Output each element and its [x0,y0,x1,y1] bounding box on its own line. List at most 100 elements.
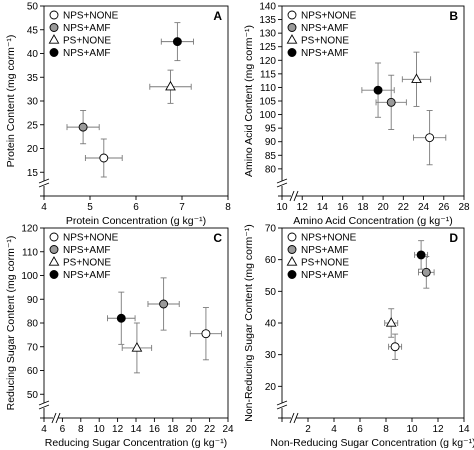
x-tick-label: 4 [331,424,337,435]
x-tick-label: 20 [186,424,198,435]
x-axis-break-mark [293,190,299,202]
y-tick-label: 80 [27,319,39,330]
data-marker [99,153,109,163]
y-tick-label: 15 [27,168,39,179]
y-tick-label: 120 [21,224,38,235]
data-marker [385,317,397,327]
y-axis-label: Reducing Sugar Content (mg corm⁻¹) [5,236,17,411]
x-axis-break-mark [51,412,57,424]
y-tick-label: 100 [21,271,38,282]
y-tick-label: 100 [259,110,276,121]
x-axis-break-mark [55,412,61,424]
y-tick-label: 35 [27,73,39,84]
y-tick-label: 85 [265,151,277,162]
legend-marker [48,256,60,266]
y-tick-label: 50 [27,2,39,13]
y-tick-label: 80 [265,164,277,175]
data-point [66,110,100,145]
y-tick-label: 60 [27,366,39,377]
data-point [160,22,194,62]
x-axis-break-mark [293,412,299,424]
data-marker [116,313,126,323]
x-tick-label: 10 [94,424,106,435]
x-tick-label: 10 [406,424,418,435]
y-tick-label: 30 [27,97,39,108]
y-tick-label: 120 [259,56,276,67]
y-tick-label: 90 [265,137,277,148]
x-tick-label: 12 [297,202,309,213]
y-axis-break-mark [38,404,50,410]
x-tick-label: 2 [305,424,311,435]
data-point [375,74,407,130]
y-tick-label: 45 [27,25,39,36]
legend-marker [48,34,60,44]
data-point [84,138,123,178]
y-axis-break-gap [278,403,286,408]
y-tick-label: 25 [27,120,39,131]
legend-marker [287,232,297,242]
x-tick-label: 16 [337,202,349,213]
y-tick-label: 115 [260,69,276,80]
x-tick-label: 7 [179,202,185,213]
legend-marker [287,270,297,279]
data-point [149,69,192,104]
y-axis-break-mark [276,400,288,406]
y-tick-label: 70 [27,342,39,353]
x-axis-label: Protein Concentration (g kg⁻¹) [66,215,206,227]
x-tick-label: 22 [398,202,410,213]
y-axis-break-mark [276,404,288,410]
x-axis-label: Amino Acid Concentration (g kg⁻¹) [293,215,453,227]
data-marker [159,299,169,309]
panel-b: 10 12 14 16 18 20 22 24 26 28 80 85 90 95 100 105 110 115… [243,2,470,228]
data-point [107,291,136,345]
legend-marker [287,245,297,254]
y-tick-label: 95 [265,124,277,135]
y-axis-break-mark [38,182,50,188]
x-tick-label: 22 [204,424,216,435]
y-axis-break-mark [276,182,288,188]
data-marker [416,250,426,260]
legend-marker [49,270,59,279]
x-axis-break-gap [53,414,58,422]
y-tick-label: 70 [265,224,277,235]
data-marker [425,133,435,143]
legend-marker [49,232,59,242]
x-tick-label: 5 [87,202,93,213]
data-marker [172,37,182,47]
data-marker [411,73,422,83]
legend-marker [287,48,297,57]
legend-marker [287,23,297,32]
legend-label: NPS+AMF [301,270,349,281]
y-tick-label: 50 [265,287,277,298]
y-tick-label: 110 [260,83,276,94]
data-point [412,110,447,166]
y-axis-break-mark [38,178,50,184]
y-tick-label: 135 [259,15,276,26]
data-marker [373,85,383,95]
legend-marker [49,23,59,32]
x-axis-break-gap [291,414,296,422]
x-tick-label: 14 [130,424,142,435]
data-point [147,277,180,331]
plot-frame [281,5,465,197]
panel-letter: B [449,9,458,23]
legend-label: PS+NONE [63,36,111,47]
y-axis-break-gap [278,181,286,186]
x-tick-label: 28 [458,202,470,213]
panel-letter: A [213,9,222,23]
plot-frame [43,5,229,197]
data-marker [386,97,396,107]
x-tick-label: 20 [378,202,390,213]
x-axis-label: Reducing Sugar Concentration (g kg⁻¹) [45,437,227,449]
y-axis-break-gap [40,181,48,186]
data-point [189,307,223,361]
y-tick-label: 20 [27,144,39,155]
x-tick-label: 6 [133,202,139,213]
x-tick-label: 8 [225,202,231,213]
panel-letter: C [213,231,222,245]
legend-marker [49,48,59,57]
y-tick-label: 90 [27,295,39,306]
